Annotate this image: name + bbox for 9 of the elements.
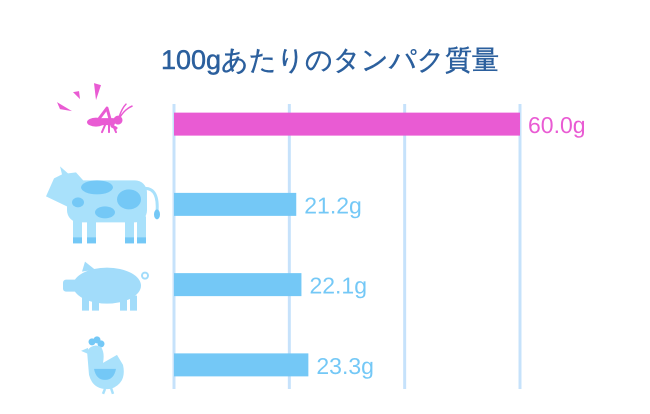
data-label: 23.3g [316, 352, 374, 379]
data-label: 60.0g [528, 112, 586, 138]
chart-title: 100gあたりのタンパク質量 [160, 45, 500, 75]
bar [174, 192, 296, 216]
bar [174, 112, 520, 136]
bar [174, 273, 302, 296]
data-label: 22.1g [309, 272, 368, 299]
bar [174, 353, 308, 376]
data-label: 21.2g [304, 192, 362, 218]
